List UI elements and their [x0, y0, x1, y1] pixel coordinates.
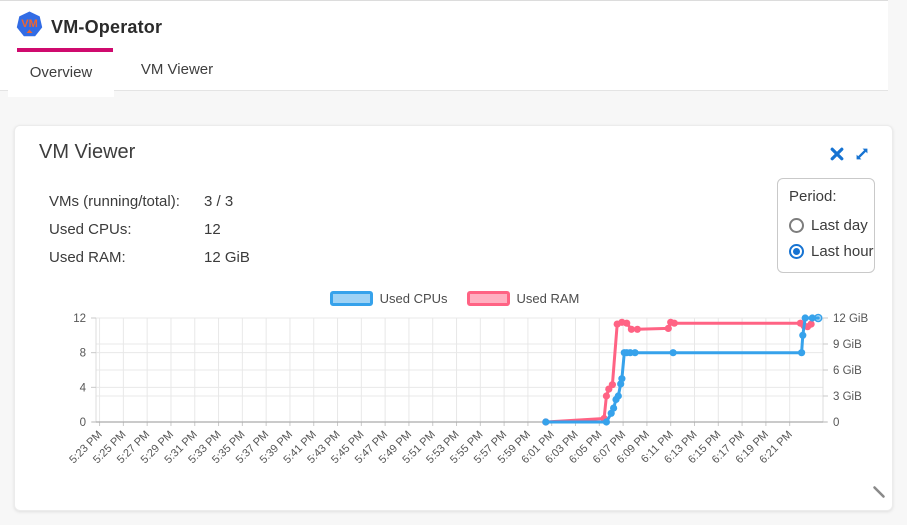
stat-row: Used RAM: 12 GiB	[49, 243, 250, 271]
tab-label: Overview	[29, 63, 93, 81]
tab-overview[interactable]: Overview	[8, 47, 114, 97]
brand: VM VM-Operator	[16, 11, 162, 43]
period-option-last-day[interactable]: Last day	[789, 212, 874, 238]
svg-text:3 GiB: 3 GiB	[833, 391, 862, 403]
stat-value: 12 GiB	[204, 248, 250, 266]
chart-legend: Used CPUs Used RAM	[15, 291, 894, 306]
stat-value: 12	[204, 220, 221, 238]
legend-label: Used CPUs	[379, 291, 448, 306]
radio-icon[interactable]	[789, 243, 804, 259]
stat-label: Used CPUs:	[49, 220, 132, 238]
period-label: Period:	[789, 188, 837, 205]
card-actions	[830, 146, 870, 162]
svg-text:12: 12	[73, 313, 86, 325]
close-icon[interactable]	[830, 147, 844, 161]
period-options: Last day Last hour	[789, 212, 874, 264]
radio-label: Last hour	[811, 242, 874, 260]
legend-item-used-cpus[interactable]: Used CPUs	[329, 291, 448, 306]
app-header: VM VM-Operator Overview VM Viewer	[0, 0, 888, 97]
legend-item-used-ram[interactable]: Used RAM	[466, 291, 580, 306]
period-option-last-hour[interactable]: Last hour	[789, 238, 874, 264]
legend-label: Used RAM	[516, 291, 580, 306]
stat-row: Used CPUs: 12	[49, 215, 250, 243]
svg-text:9 GiB: 9 GiB	[833, 339, 862, 351]
radio-icon[interactable]	[789, 217, 804, 233]
stats-list: VMs (running/total): 3 / 3 Used CPUs: 12 Use…	[49, 187, 250, 271]
usage-chart: 5:23 PM5:25 PM5:27 PM5:29 PM5:31 PM5:33 …	[67, 313, 868, 466]
svg-text:VM: VM	[21, 18, 38, 30]
period-box: Period: Last day Last hour	[777, 178, 875, 273]
svg-text:0: 0	[833, 417, 839, 429]
svg-text:4: 4	[80, 382, 87, 394]
tab-label: VM Viewer	[140, 60, 214, 78]
app-logo-icon: VM	[16, 11, 43, 43]
app-title: VM-Operator	[51, 16, 163, 37]
legend-swatch	[466, 291, 510, 306]
svg-text:8: 8	[80, 348, 86, 360]
resize-handle-icon[interactable]	[872, 485, 886, 504]
tab-bar: Overview VM Viewer	[8, 47, 240, 97]
svg-text:12 GiB: 12 GiB	[833, 313, 868, 325]
vm-viewer-card: VM Viewer VMs (running/total): 3 / 3 Used …	[14, 125, 893, 511]
svg-text:6 GiB: 6 GiB	[833, 365, 862, 377]
card-title: VM Viewer	[39, 141, 136, 163]
stat-row: VMs (running/total): 3 / 3	[49, 187, 250, 215]
stat-value: 3 / 3	[204, 192, 234, 210]
legend-swatch	[329, 291, 373, 306]
svg-text:0: 0	[80, 417, 86, 429]
stat-label: VMs (running/total):	[49, 192, 180, 210]
radio-label: Last day	[811, 216, 868, 234]
expand-icon[interactable]	[854, 146, 870, 162]
stat-label: Used RAM:	[49, 248, 126, 266]
tab-vm-viewer[interactable]: VM Viewer	[114, 47, 240, 91]
